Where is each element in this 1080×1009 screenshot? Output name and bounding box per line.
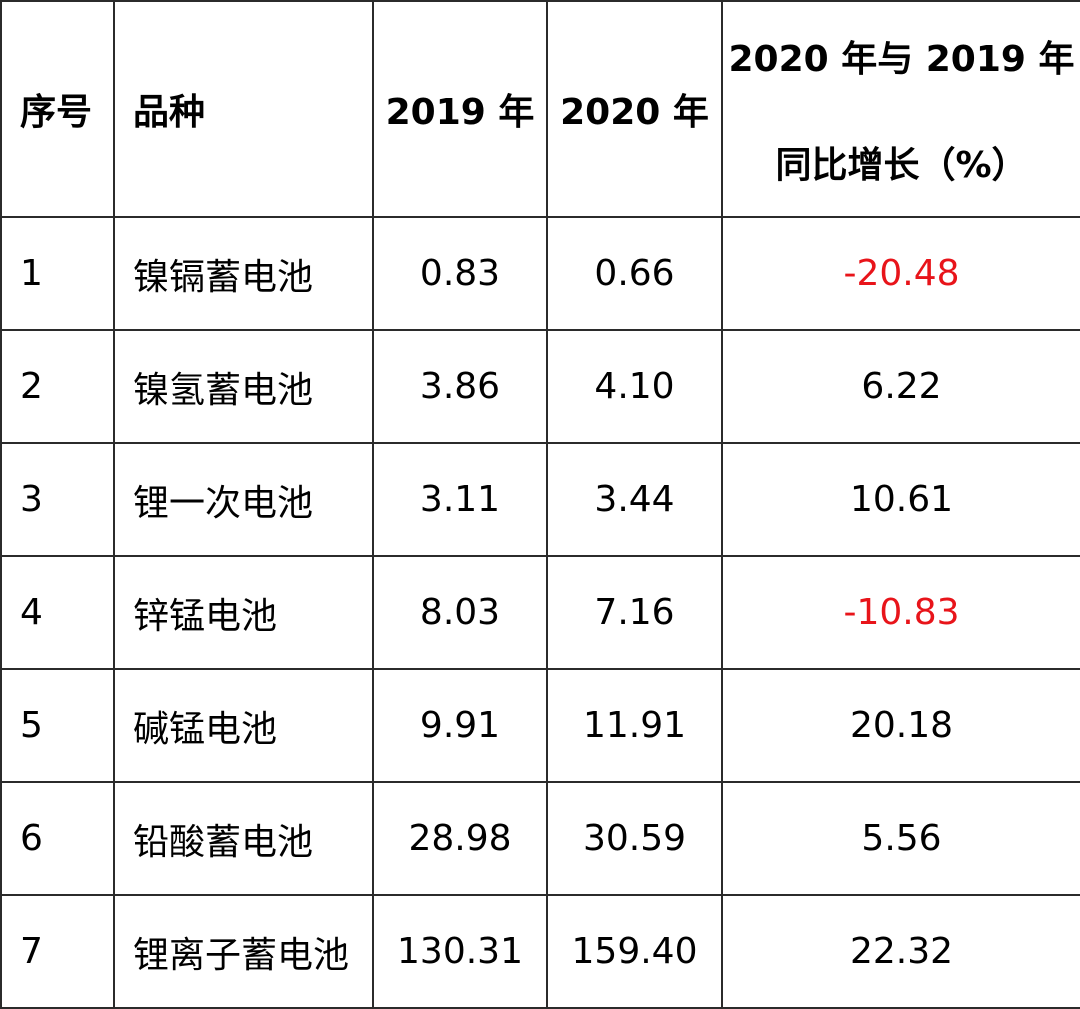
header-growth-line1: 2020 年与 2019 年 [728,39,1075,80]
cell-2019: 28.98 [372,781,548,896]
table-row: 6 铅酸蓄电池 28.98 30.59 5.56 [0,781,1080,896]
table-row: 4 锌锰电池 8.03 7.16 -10.83 [0,555,1080,670]
header-index: 序号 [0,0,115,218]
table-row: 2 镍氢蓄电池 3.86 4.10 6.22 [0,329,1080,444]
table-row: 7 锂离子蓄电池 130.31 159.40 22.32 [0,894,1080,1009]
cell-index: 6 [0,781,115,896]
cell-index: 2 [0,329,115,444]
cell-variety: 锂一次电池 [113,442,374,557]
cell-2019: 9.91 [372,668,548,783]
header-row: 序号 品种 2019 年 2020 年 2020 年与 2019 年 同比增长（… [0,0,1080,218]
cell-index: 3 [0,442,115,557]
header-2020: 2020 年 [546,0,723,218]
cell-index: 7 [0,894,115,1009]
cell-2019: 3.11 [372,442,548,557]
cell-variety: 铅酸蓄电池 [113,781,374,896]
cell-growth: 5.56 [721,781,1080,896]
cell-growth: 10.61 [721,442,1080,557]
cell-2020: 3.44 [546,442,723,557]
cell-index: 1 [0,216,115,331]
cell-2019: 8.03 [372,555,548,670]
cell-growth: -10.83 [721,555,1080,670]
cell-2019: 3.86 [372,329,548,444]
cell-growth: 20.18 [721,668,1080,783]
cell-growth: 22.32 [721,894,1080,1009]
cell-2020: 4.10 [546,329,723,444]
header-growth-line2: 同比增长（%） [775,145,1028,186]
cell-variety: 锂离子蓄电池 [113,894,374,1009]
cell-2019: 130.31 [372,894,548,1009]
header-growth: 2020 年与 2019 年 同比增长（%） [721,0,1080,218]
cell-variety: 镍氢蓄电池 [113,329,374,444]
cell-2019: 0.83 [372,216,548,331]
cell-2020: 11.91 [546,668,723,783]
header-variety: 品种 [113,0,374,218]
cell-variety: 锌锰电池 [113,555,374,670]
cell-2020: 30.59 [546,781,723,896]
table-body: 1 镍镉蓄电池 0.83 0.66 -20.48 2 镍氢蓄电池 3.86 4.… [0,216,1080,1009]
cell-index: 4 [0,555,115,670]
cell-2020: 0.66 [546,216,723,331]
cell-growth: -20.48 [721,216,1080,331]
cell-2020: 159.40 [546,894,723,1009]
cell-2020: 7.16 [546,555,723,670]
header-2019: 2019 年 [372,0,548,218]
cell-variety: 镍镉蓄电池 [113,216,374,331]
table-header: 序号 品种 2019 年 2020 年 2020 年与 2019 年 同比增长（… [0,0,1080,218]
table-row: 3 锂一次电池 3.11 3.44 10.61 [0,442,1080,557]
cell-growth: 6.22 [721,329,1080,444]
cell-index: 5 [0,668,115,783]
cell-variety: 碱锰电池 [113,668,374,783]
table-row: 5 碱锰电池 9.91 11.91 20.18 [0,668,1080,783]
table-row: 1 镍镉蓄电池 0.83 0.66 -20.48 [0,216,1080,331]
